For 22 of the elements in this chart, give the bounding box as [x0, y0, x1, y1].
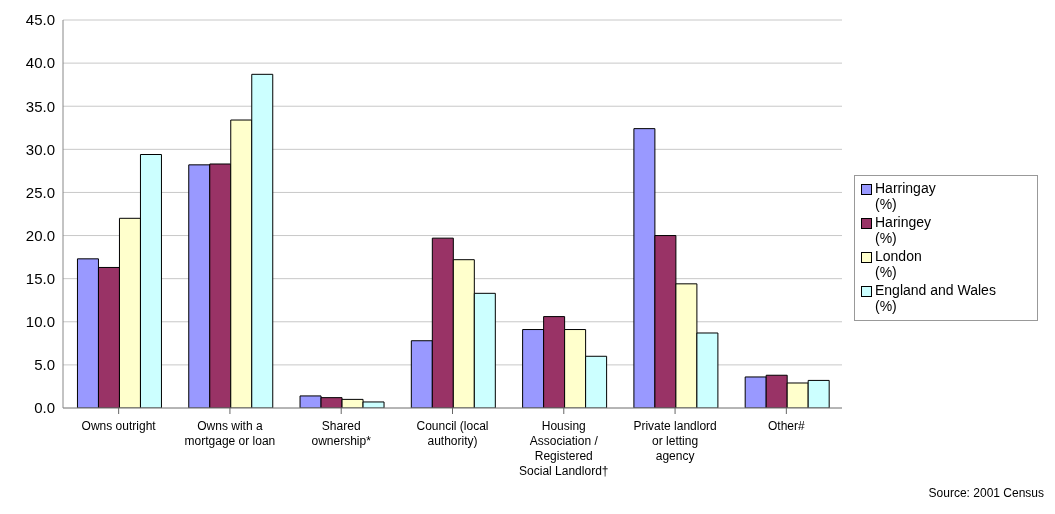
y-tick-label: 20.0	[25, 226, 55, 244]
y-tick-label: 0.0	[34, 399, 55, 417]
legend-label: Harringay (%)	[875, 180, 936, 212]
y-tick-label: 45.0	[25, 11, 55, 29]
y-tick-label: 40.0	[25, 54, 55, 72]
legend-label: London (%)	[875, 248, 922, 280]
x-tick-label: Housing Association / Registered Social Landlord†	[519, 419, 609, 478]
y-tick-label: 15.0	[25, 269, 55, 287]
y-tick-label: 30.0	[25, 140, 55, 158]
legend-label: England and Wales (%)	[875, 282, 996, 314]
y-tick-label: 25.0	[25, 183, 55, 201]
x-tick-label: Other#	[768, 419, 806, 433]
y-tick-label: 10.0	[25, 313, 55, 331]
x-tick-label: Shared ownership*	[311, 419, 372, 448]
x-tick-label: Owns outright	[81, 419, 157, 433]
y-tick-label: 5.0	[34, 356, 55, 374]
x-tick-label: Private landlord or letting agency	[633, 419, 717, 463]
y-tick-label: 35.0	[25, 97, 55, 115]
legend-label: Haringey (%)	[875, 214, 932, 246]
x-tick-label: Council (local authority)	[416, 419, 489, 448]
x-tick-label: Owns with a mortgage or loan	[184, 419, 276, 448]
source-note: Source: 2001 Census	[928, 486, 1044, 500]
